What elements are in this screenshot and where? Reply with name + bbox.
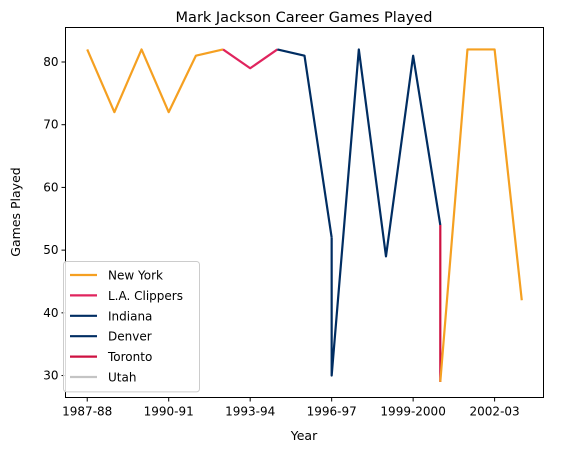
chart-title: Mark Jackson Career Games Played xyxy=(176,10,433,26)
legend-label: Utah xyxy=(108,371,136,385)
y-tick-label: 80 xyxy=(43,55,58,69)
series-line-1 xyxy=(223,49,277,68)
y-tick-label: 70 xyxy=(43,118,58,132)
legend-label: L.A. Clippers xyxy=(108,289,183,303)
x-tick-label: 1996-97 xyxy=(307,405,357,419)
y-tick-label: 40 xyxy=(43,306,58,320)
x-tick-label: 1987-88 xyxy=(62,405,112,419)
legend-label: Toronto xyxy=(107,350,152,364)
series-line-3 xyxy=(332,49,441,375)
x-tick-label: 1990-91 xyxy=(144,405,194,419)
legend-label: New York xyxy=(108,269,163,283)
x-tick-label: 1999-2000 xyxy=(380,405,445,419)
y-axis: 30 40 50 60 70 80 xyxy=(43,55,65,383)
legend: New York L.A. Clippers Indiana Denver Toront… xyxy=(64,262,200,392)
y-tick-label: 60 xyxy=(43,180,58,194)
x-tick-label: 2002-03 xyxy=(470,405,520,419)
legend-label: Denver xyxy=(108,330,152,344)
series-line-6 xyxy=(440,49,521,381)
x-axis: 1987-88 1990-91 1993-94 1996-97 1999-2000 200… xyxy=(62,398,520,419)
y-axis-title: Games Played xyxy=(8,167,23,256)
y-tick-label: 30 xyxy=(43,369,58,383)
y-tick-label: 50 xyxy=(43,243,58,257)
legend-label: Indiana xyxy=(108,309,152,323)
x-tick-label: 1993-94 xyxy=(225,405,275,419)
series-line-2 xyxy=(277,49,331,237)
series-line-0 xyxy=(87,49,223,112)
x-axis-title: Year xyxy=(290,428,318,443)
